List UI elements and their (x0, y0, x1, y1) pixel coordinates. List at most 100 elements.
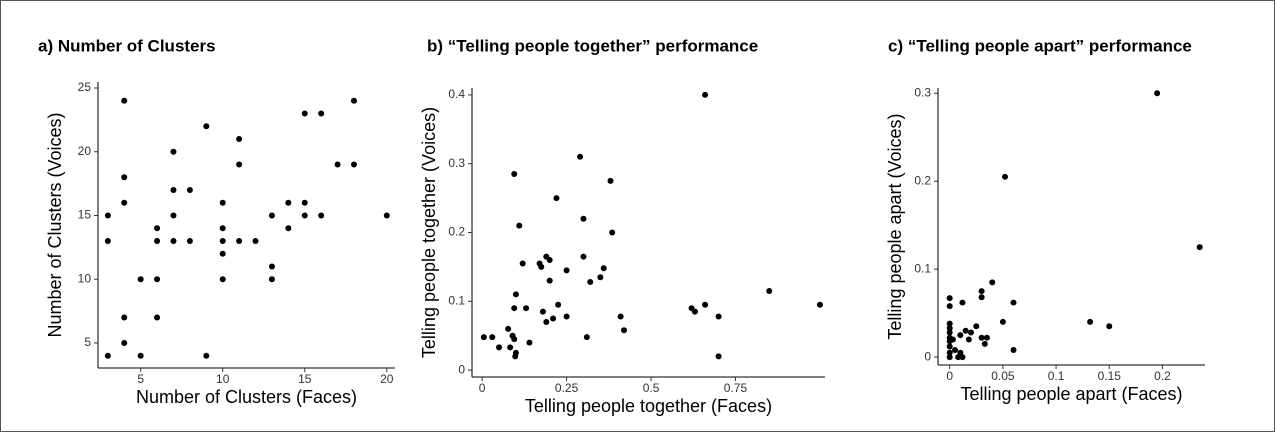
point (702, 301, 709, 308)
point (946, 329, 953, 336)
y-tick-label: 0.2 (914, 173, 931, 187)
y-tick-label: 0.1 (914, 261, 931, 275)
point (285, 199, 292, 206)
y-axis-label: Telling people together (Voices) (419, 107, 439, 358)
point (946, 325, 953, 332)
point (334, 161, 341, 168)
point (621, 327, 628, 334)
point (978, 334, 985, 341)
y-tick-label: 0 (924, 349, 931, 363)
point (1010, 299, 1017, 306)
point (1002, 173, 1009, 180)
point (999, 318, 1006, 325)
point (989, 279, 996, 286)
point (480, 334, 487, 341)
point (543, 318, 550, 325)
point (511, 171, 518, 178)
point (318, 110, 325, 117)
point (104, 238, 111, 245)
point (563, 313, 570, 320)
point (577, 153, 584, 160)
point (1010, 347, 1017, 354)
point (959, 354, 966, 361)
point (186, 186, 193, 193)
point (617, 313, 624, 320)
point (219, 250, 226, 257)
point (121, 340, 128, 347)
point (981, 340, 988, 347)
point (766, 287, 773, 294)
point (523, 305, 530, 312)
point (268, 212, 275, 219)
y-tick-label: 0.2 (448, 225, 465, 239)
panel-title: a) Number of Clusters (38, 36, 216, 55)
point (949, 336, 956, 343)
point (219, 199, 226, 206)
point (512, 291, 519, 298)
point (512, 349, 519, 356)
point (507, 344, 514, 351)
point (301, 212, 308, 219)
point (959, 299, 966, 306)
x-tick-label: 0.05 (991, 369, 1015, 383)
point (946, 349, 953, 356)
point (526, 339, 533, 346)
point (236, 161, 243, 168)
point (973, 323, 980, 330)
point (121, 97, 128, 104)
point (546, 257, 553, 264)
point (597, 274, 604, 281)
point (104, 352, 111, 359)
point (967, 329, 974, 336)
point (946, 295, 953, 302)
point (538, 263, 545, 270)
point (137, 352, 144, 359)
point (563, 267, 570, 274)
y-axis-label: Telling people apart (Voices) (885, 113, 905, 339)
point (702, 91, 709, 98)
point (154, 314, 161, 321)
point (219, 225, 226, 232)
point (946, 343, 953, 350)
point (252, 238, 259, 245)
point (587, 279, 594, 286)
y-tick-label: 0.1 (448, 293, 465, 307)
point (516, 222, 523, 229)
point (1087, 318, 1094, 325)
point (350, 97, 357, 104)
point (186, 238, 193, 245)
x-tick-label: 0 (946, 369, 953, 383)
point (511, 336, 518, 343)
point (154, 225, 161, 232)
x-tick-label: 0.2 (1154, 369, 1171, 383)
point (546, 277, 553, 284)
point (154, 276, 161, 283)
point (816, 301, 823, 308)
x-tick-label: 20 (380, 372, 394, 386)
point (691, 308, 698, 315)
point (489, 334, 496, 341)
point (121, 199, 128, 206)
point (946, 320, 953, 327)
y-tick-label: 0.4 (448, 87, 465, 101)
point (946, 354, 953, 361)
x-axis-label: Telling people apart (Faces) (960, 384, 1182, 404)
point (219, 276, 226, 283)
point (539, 308, 546, 315)
x-tick-label: 0.75 (724, 381, 748, 395)
x-tick-label: 0 (479, 381, 486, 395)
point (519, 260, 526, 267)
point (268, 276, 275, 283)
point (285, 225, 292, 232)
x-tick-label: 0.25 (555, 381, 579, 395)
point (496, 344, 503, 351)
point (154, 238, 161, 245)
x-tick-label: 0.5 (643, 381, 660, 395)
point (137, 276, 144, 283)
point (170, 186, 177, 193)
y-tick-label: 0 (458, 362, 465, 376)
point (946, 303, 953, 310)
point (219, 238, 226, 245)
